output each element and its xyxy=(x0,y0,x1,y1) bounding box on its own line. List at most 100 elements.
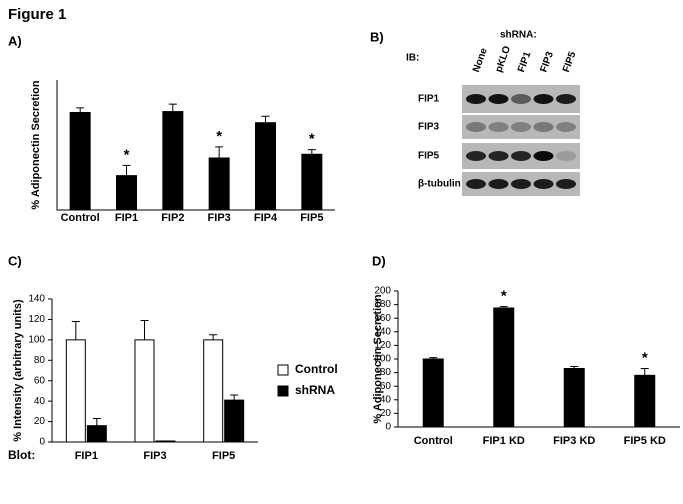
blot-band xyxy=(488,151,509,161)
error-bar xyxy=(215,146,224,158)
row-label: FIP1 xyxy=(418,94,440,105)
bar xyxy=(116,175,137,211)
error-bar xyxy=(122,164,131,176)
blot-band xyxy=(556,94,576,104)
lane-label: FIP1 xyxy=(516,50,534,74)
x-tick-label: FIP5 xyxy=(300,212,323,224)
bar xyxy=(634,374,656,428)
row-label: FIP5 xyxy=(418,151,440,162)
y-tick-label: 20 xyxy=(34,416,46,427)
bar xyxy=(69,112,91,211)
significance-marker: * xyxy=(124,146,130,163)
bar xyxy=(162,111,184,211)
error-bar xyxy=(209,334,218,340)
blot-band xyxy=(556,179,576,189)
error-bar xyxy=(499,306,508,308)
figure-title: Figure 1 xyxy=(8,6,66,23)
y-tick-label: 0 xyxy=(39,437,45,448)
panel-label: D) xyxy=(372,253,386,268)
error-bar xyxy=(429,357,438,359)
error-bar xyxy=(570,365,579,369)
x-tick-label: FIP3 xyxy=(208,212,231,224)
blot-strip xyxy=(462,115,580,139)
y-tick-label: 40 xyxy=(380,394,392,405)
significance-marker: * xyxy=(309,131,315,148)
legend-swatch xyxy=(277,364,289,376)
blot-band xyxy=(533,94,554,104)
y-tick-label: 160 xyxy=(374,313,391,324)
blot-band xyxy=(488,122,509,132)
blot-ib-label: IB: xyxy=(406,53,419,64)
y-tick-label: 40 xyxy=(34,396,46,407)
significance-marker: * xyxy=(501,288,507,305)
blot-band xyxy=(466,179,486,189)
x-tick-label: Control xyxy=(61,212,100,224)
bar xyxy=(134,339,155,443)
bar xyxy=(65,339,86,443)
blot-band xyxy=(466,122,486,132)
lane-label: FIP3 xyxy=(538,50,556,74)
y-tick-label: 140 xyxy=(28,294,45,305)
blot-band xyxy=(533,151,554,161)
lane-label: pKLO xyxy=(493,44,513,74)
y-tick-label: 200 xyxy=(374,286,391,297)
bar xyxy=(422,358,444,428)
y-axis-label: % Adiponectin Secretion xyxy=(372,294,384,423)
error-bar xyxy=(92,418,101,426)
y-axis-label: % Intensity (arbitrary units) xyxy=(12,299,24,442)
x-tick-label: FIP3 KD xyxy=(553,435,595,447)
y-tick-label: 20 xyxy=(380,408,392,419)
error-bar xyxy=(307,149,316,155)
blot-band xyxy=(511,94,531,104)
panel-label: B) xyxy=(370,29,384,44)
error-bar xyxy=(140,319,149,340)
error-bar xyxy=(168,103,177,112)
y-tick-label: 60 xyxy=(380,381,392,392)
y-tick-label: 140 xyxy=(374,326,391,337)
error-bar xyxy=(71,320,80,340)
blot-band xyxy=(488,179,509,189)
y-axis-label: % Adiponectin Secretion xyxy=(30,80,42,209)
significance-marker: * xyxy=(642,349,648,366)
legend-label: shRNA xyxy=(295,383,335,397)
y-tick-label: 180 xyxy=(374,299,391,310)
x-tick-label: FIP1 KD xyxy=(483,435,525,447)
row-label: FIP3 xyxy=(418,122,440,133)
y-tick-label: 0 xyxy=(385,422,391,433)
y-tick-label: 60 xyxy=(34,375,46,386)
bar xyxy=(493,307,515,428)
bar xyxy=(224,399,245,443)
row-label: β-tubulin xyxy=(418,179,461,190)
lane-label: FIP5 xyxy=(561,50,579,74)
bar xyxy=(208,157,230,211)
blot-band xyxy=(466,151,486,161)
blot-header: shRNA: xyxy=(500,30,537,41)
blot-band xyxy=(488,94,509,104)
error-bar xyxy=(261,115,270,123)
bar xyxy=(86,425,107,443)
x-tick-label: FIP1 xyxy=(115,212,138,224)
legend-swatch xyxy=(277,385,289,397)
x-tick-label: FIP5 xyxy=(212,450,235,462)
bar xyxy=(563,368,585,428)
y-tick-label: 120 xyxy=(28,314,45,325)
lane-label: None xyxy=(471,46,490,74)
error-bar xyxy=(640,368,649,376)
x-tick-label: FIP4 xyxy=(254,212,278,224)
panel-label: C) xyxy=(8,253,22,268)
x-tick-label: Control xyxy=(414,435,453,447)
blot-band xyxy=(556,151,576,161)
blot-band xyxy=(533,179,554,189)
x-tick-label: FIP3 xyxy=(143,450,166,462)
x-tick-label: FIP5 KD xyxy=(624,435,666,447)
y-tick-label: 100 xyxy=(28,334,45,345)
blot-band xyxy=(556,122,576,132)
blot-band xyxy=(511,151,531,161)
legend-label: Control xyxy=(295,362,338,376)
significance-marker: * xyxy=(216,128,222,145)
blot-band xyxy=(466,94,486,104)
error-bar xyxy=(230,394,239,401)
y-tick-label: 80 xyxy=(380,367,392,378)
panel-label: A) xyxy=(8,33,22,48)
